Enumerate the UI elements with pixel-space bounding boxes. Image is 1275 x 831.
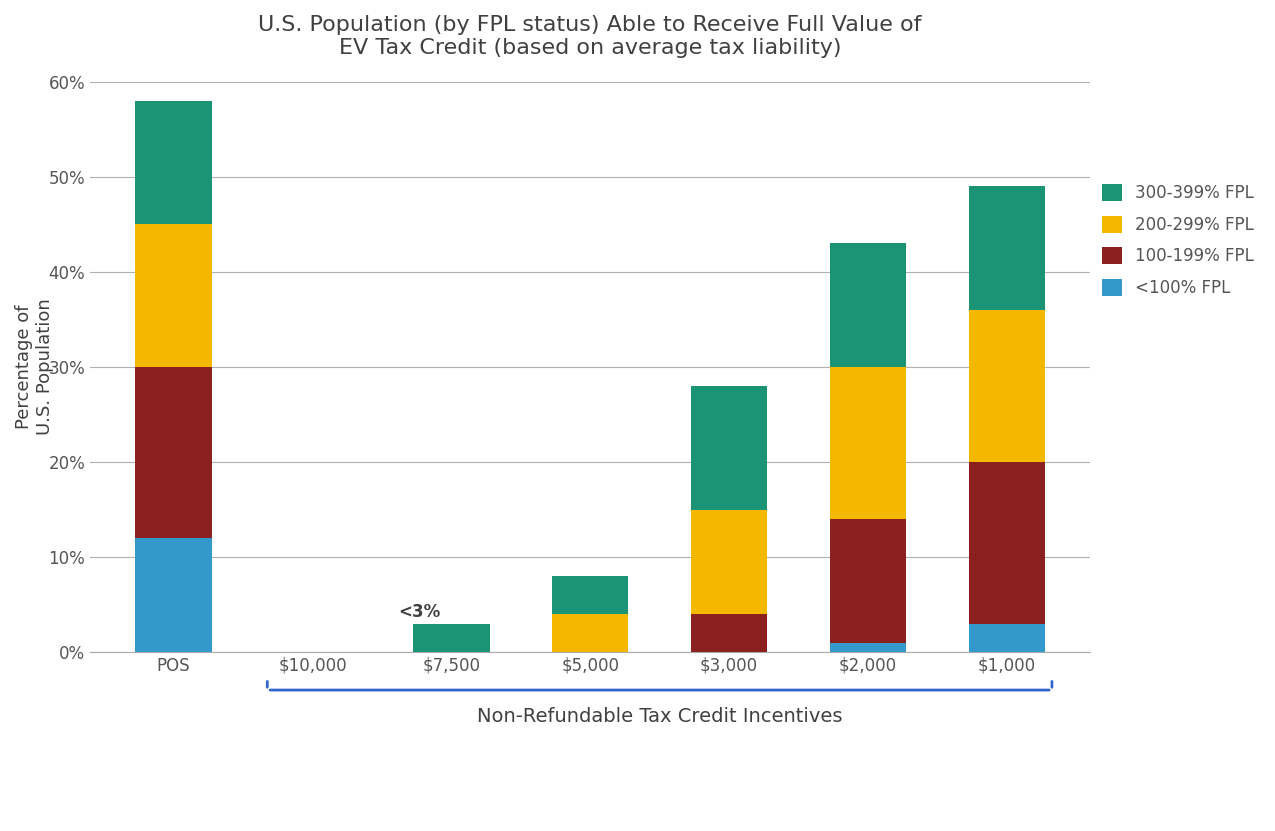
Text: Non-Refundable Tax Credit Incentives: Non-Refundable Tax Credit Incentives [477,707,843,726]
Bar [691,614,768,652]
Title: U.S. Population (by FPL status) Able to Receive Full Value of
EV Tax Credit (bas: U.S. Population (by FPL status) Able to … [259,15,922,58]
Text: <3%: <3% [399,602,441,621]
Bar [691,386,768,509]
Bar [135,538,212,652]
Bar [969,310,1046,462]
Bar [691,509,768,614]
Bar [552,576,629,614]
Bar [552,614,629,652]
Bar [135,224,212,367]
Bar [135,367,212,538]
Y-axis label: Percentage of
U.S. Population: Percentage of U.S. Population [15,298,54,435]
Bar [969,623,1046,652]
Bar [830,367,907,519]
Bar [413,623,490,652]
Legend: 300-399% FPL, 200-299% FPL, 100-199% FPL, <100% FPL: 300-399% FPL, 200-299% FPL, 100-199% FPL… [1094,176,1262,305]
Bar [830,519,907,642]
Bar [969,186,1046,310]
Bar [135,101,212,224]
Bar [969,462,1046,623]
Bar [830,642,907,652]
Bar [830,243,907,367]
